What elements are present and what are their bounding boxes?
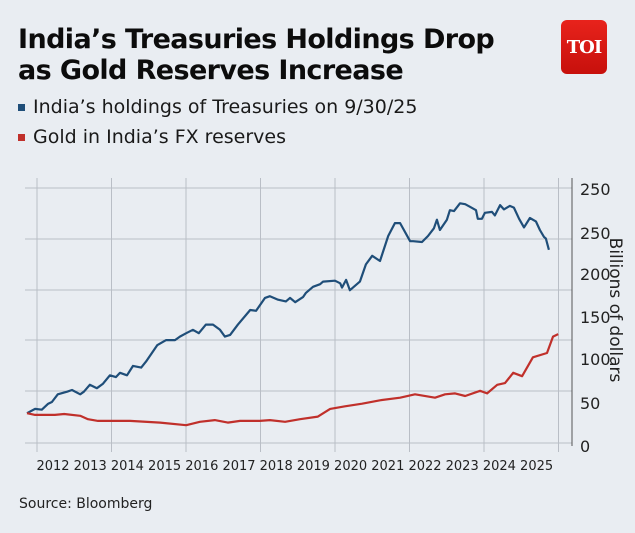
x-tick-label: 2018 [260,459,293,474]
x-tick-label: 2015 [148,459,181,474]
x-tick-label: 2025 [520,459,553,474]
toi-logo: TOI [561,20,607,74]
legend-label: Gold in India’s FX reserves [33,126,286,148]
treasuries-line [26,202,550,415]
x-tick-label: 2016 [185,459,218,474]
x-tick-label: 2014 [111,459,144,474]
y-tick-label: 50 [580,394,600,413]
y-tick-label: 150 [580,308,611,327]
y-tick-label: 200 [580,265,611,284]
logo-text: TOI [566,36,602,58]
x-tick-label: 2013 [74,459,107,474]
x-tick-label: 2024 [483,459,516,474]
x-tick-label: 2012 [36,459,69,474]
gold-line [26,333,559,427]
y-axis-title: Billions of dollars [605,238,625,383]
x-tick-label: 2020 [334,459,367,474]
title-line-1: India’s Treasuries Holdings Drop [18,24,495,55]
title-line-2: as Gold Reserves Increase [18,55,404,86]
legend-item-gold: Gold in India’s FX reserves [18,126,286,148]
legend-label: India’s holdings of Treasuries on 9/30/2… [33,96,418,118]
y-tick-label: 250 [580,224,611,243]
legend-swatch-red [18,133,25,141]
x-tick-label: 2019 [297,459,330,474]
x-tick-label: 2022 [408,459,441,474]
y-tick-label: 100 [580,350,611,369]
chart-title: India’s Treasuries Holdings Drop as Gold… [18,24,495,86]
x-tick-label: 2021 [371,459,404,474]
legend-swatch-blue [18,103,25,111]
y-tick-label: 0 [580,437,590,456]
x-tick-label: 2017 [222,459,255,474]
source-note: Source: Bloomberg [19,496,153,512]
y-tick-label: 250 [580,180,611,199]
legend-item-treasuries: India’s holdings of Treasuries on 9/30/2… [18,96,417,118]
x-tick-label: 2023 [446,459,479,474]
